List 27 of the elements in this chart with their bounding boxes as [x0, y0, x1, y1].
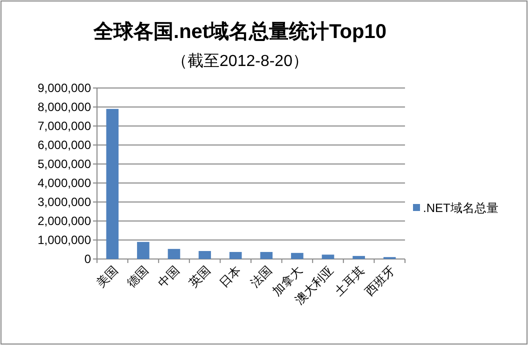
bar	[137, 242, 150, 259]
chart-title: 全球各国.net域名总量统计Top10	[92, 20, 386, 43]
bar	[198, 251, 211, 259]
bar	[106, 108, 119, 259]
y-tick-label: 3,000,000	[38, 195, 92, 209]
bar	[168, 248, 180, 259]
bar	[352, 256, 365, 259]
bar	[322, 254, 334, 259]
y-tick-label: 2,000,000	[38, 214, 92, 228]
x-tick-label: 日本	[216, 263, 244, 290]
x-tick-label: 英国	[186, 263, 213, 290]
y-tick-label: 0	[84, 252, 92, 266]
legend-label: .NET域名总量	[423, 201, 498, 215]
y-tick-label: 7,000,000	[38, 119, 92, 133]
y-tick-label: 5,000,000	[38, 157, 92, 171]
y-tick-label: 4,000,000	[38, 176, 92, 190]
y-tick-label: 1,000,000	[38, 233, 92, 247]
bar	[229, 252, 242, 259]
bar	[291, 252, 304, 259]
y-tick-label: 6,000,000	[38, 138, 92, 152]
chart-subtitle: （截至2012-8-20）	[172, 52, 308, 70]
y-tick-label: 8,000,000	[38, 100, 92, 114]
y-tick-label: 9,000,000	[38, 81, 92, 95]
x-tick-label: 德国	[124, 263, 152, 290]
x-tick-label: 美国	[94, 263, 121, 290]
x-tick-label: 中国	[155, 263, 182, 290]
bar	[260, 252, 273, 259]
